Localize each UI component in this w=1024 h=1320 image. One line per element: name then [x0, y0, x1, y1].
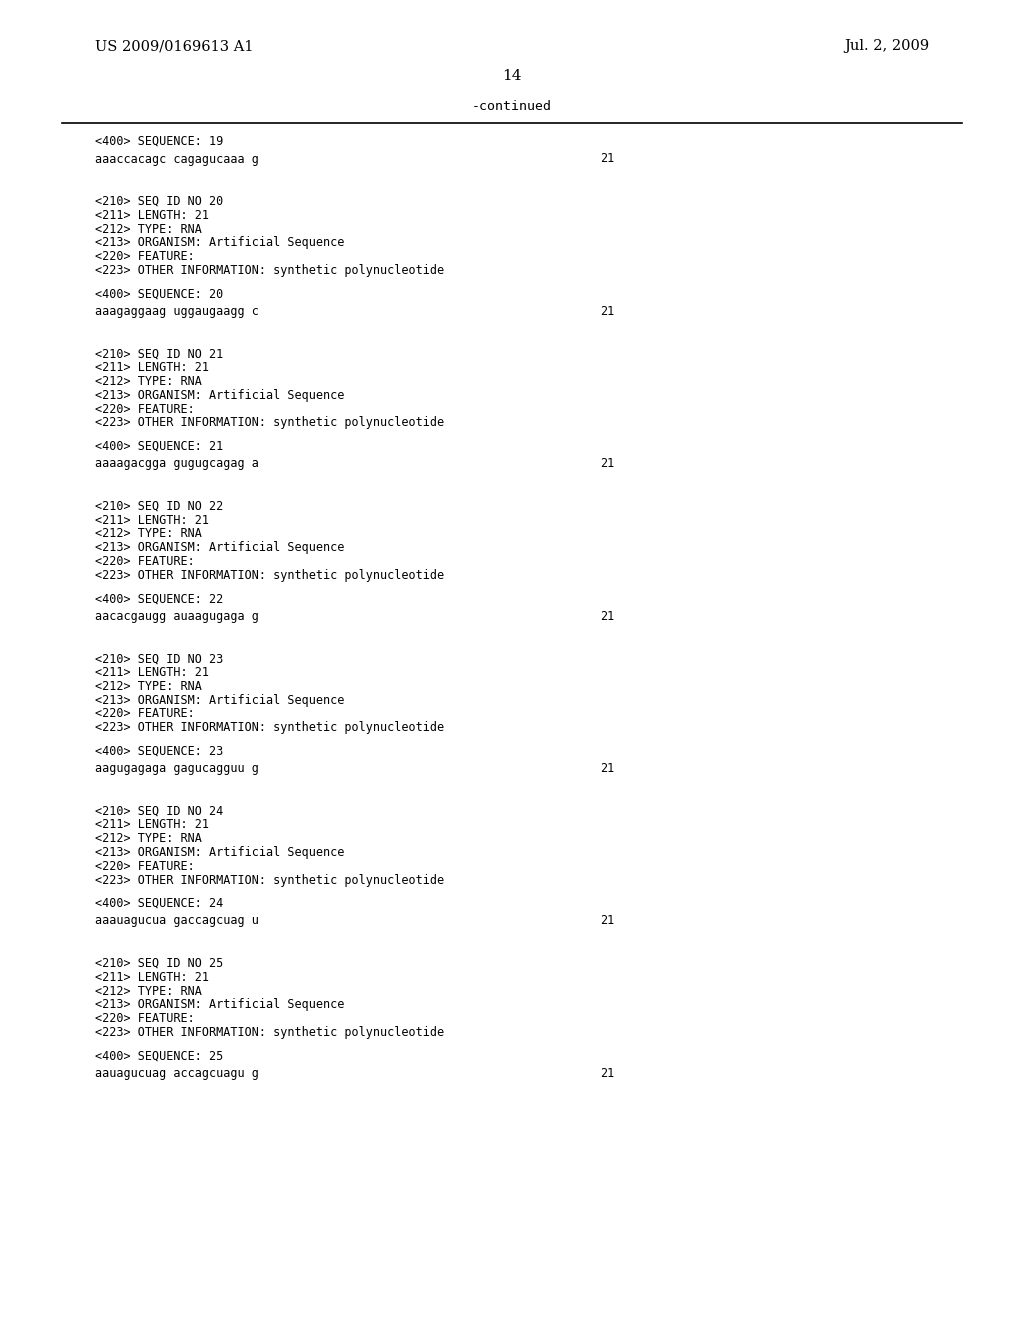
- Text: <223> OTHER INFORMATION: synthetic polynucleotide: <223> OTHER INFORMATION: synthetic polyn…: [95, 569, 444, 582]
- Text: aaauagucua gaccagcuag u: aaauagucua gaccagcuag u: [95, 915, 259, 928]
- Text: US 2009/0169613 A1: US 2009/0169613 A1: [95, 40, 254, 53]
- Text: <210> SEQ ID NO 23: <210> SEQ ID NO 23: [95, 652, 223, 665]
- Text: <220> FEATURE:: <220> FEATURE:: [95, 554, 195, 568]
- Text: <212> TYPE: RNA: <212> TYPE: RNA: [95, 375, 202, 388]
- Text: <223> OTHER INFORMATION: synthetic polynucleotide: <223> OTHER INFORMATION: synthetic polyn…: [95, 874, 444, 887]
- Text: <210> SEQ ID NO 24: <210> SEQ ID NO 24: [95, 805, 223, 817]
- Text: <213> ORGANISM: Artificial Sequence: <213> ORGANISM: Artificial Sequence: [95, 846, 344, 859]
- Text: <211> LENGTH: 21: <211> LENGTH: 21: [95, 970, 209, 983]
- Text: <400> SEQUENCE: 22: <400> SEQUENCE: 22: [95, 593, 223, 605]
- Text: <220> FEATURE:: <220> FEATURE:: [95, 708, 195, 721]
- Text: <400> SEQUENCE: 23: <400> SEQUENCE: 23: [95, 744, 223, 758]
- Text: <220> FEATURE:: <220> FEATURE:: [95, 403, 195, 416]
- Text: aagugagaga gagucagguu g: aagugagaga gagucagguu g: [95, 762, 259, 775]
- Text: <211> LENGTH: 21: <211> LENGTH: 21: [95, 513, 209, 527]
- Text: <213> ORGANISM: Artificial Sequence: <213> ORGANISM: Artificial Sequence: [95, 693, 344, 706]
- Text: 21: 21: [600, 915, 614, 928]
- Text: aaaagacgga gugugcagag a: aaaagacgga gugugcagag a: [95, 457, 259, 470]
- Text: <223> OTHER INFORMATION: synthetic polynucleotide: <223> OTHER INFORMATION: synthetic polyn…: [95, 416, 444, 429]
- Text: -continued: -continued: [472, 100, 552, 114]
- Text: <213> ORGANISM: Artificial Sequence: <213> ORGANISM: Artificial Sequence: [95, 236, 344, 249]
- Text: <213> ORGANISM: Artificial Sequence: <213> ORGANISM: Artificial Sequence: [95, 389, 344, 401]
- Text: <213> ORGANISM: Artificial Sequence: <213> ORGANISM: Artificial Sequence: [95, 998, 344, 1011]
- Text: <223> OTHER INFORMATION: synthetic polynucleotide: <223> OTHER INFORMATION: synthetic polyn…: [95, 721, 444, 734]
- Text: aaagaggaag uggaugaagg c: aaagaggaag uggaugaagg c: [95, 305, 259, 318]
- Text: aaaccacagc cagagucaaa g: aaaccacagc cagagucaaa g: [95, 153, 259, 165]
- Text: 21: 21: [600, 610, 614, 623]
- Text: <400> SEQUENCE: 21: <400> SEQUENCE: 21: [95, 440, 223, 453]
- Text: 21: 21: [600, 305, 614, 318]
- Text: <210> SEQ ID NO 25: <210> SEQ ID NO 25: [95, 957, 223, 970]
- Text: <400> SEQUENCE: 19: <400> SEQUENCE: 19: [95, 135, 223, 148]
- Text: <223> OTHER INFORMATION: synthetic polynucleotide: <223> OTHER INFORMATION: synthetic polyn…: [95, 1026, 444, 1039]
- Text: 21: 21: [600, 457, 614, 470]
- Text: <212> TYPE: RNA: <212> TYPE: RNA: [95, 528, 202, 540]
- Text: <211> LENGTH: 21: <211> LENGTH: 21: [95, 667, 209, 678]
- Text: <400> SEQUENCE: 25: <400> SEQUENCE: 25: [95, 1049, 223, 1063]
- Text: <211> LENGTH: 21: <211> LENGTH: 21: [95, 209, 209, 222]
- Text: <400> SEQUENCE: 20: <400> SEQUENCE: 20: [95, 288, 223, 301]
- Text: <220> FEATURE:: <220> FEATURE:: [95, 1012, 195, 1026]
- Text: Jul. 2, 2009: Jul. 2, 2009: [844, 40, 929, 53]
- Text: <210> SEQ ID NO 22: <210> SEQ ID NO 22: [95, 500, 223, 512]
- Text: 21: 21: [600, 153, 614, 165]
- Text: <212> TYPE: RNA: <212> TYPE: RNA: [95, 832, 202, 845]
- Text: 14: 14: [502, 69, 522, 83]
- Text: <213> ORGANISM: Artificial Sequence: <213> ORGANISM: Artificial Sequence: [95, 541, 344, 554]
- Text: <220> FEATURE:: <220> FEATURE:: [95, 859, 195, 873]
- Text: aacacgaugg auaagugaga g: aacacgaugg auaagugaga g: [95, 610, 259, 623]
- Text: <212> TYPE: RNA: <212> TYPE: RNA: [95, 223, 202, 235]
- Text: <210> SEQ ID NO 21: <210> SEQ ID NO 21: [95, 347, 223, 360]
- Text: <223> OTHER INFORMATION: synthetic polynucleotide: <223> OTHER INFORMATION: synthetic polyn…: [95, 264, 444, 277]
- Text: <211> LENGTH: 21: <211> LENGTH: 21: [95, 818, 209, 832]
- Text: 21: 21: [600, 1067, 614, 1080]
- Text: <212> TYPE: RNA: <212> TYPE: RNA: [95, 985, 202, 998]
- Text: <212> TYPE: RNA: <212> TYPE: RNA: [95, 680, 202, 693]
- Text: aauagucuag accagcuagu g: aauagucuag accagcuagu g: [95, 1067, 259, 1080]
- Text: <210> SEQ ID NO 20: <210> SEQ ID NO 20: [95, 195, 223, 209]
- Text: <400> SEQUENCE: 24: <400> SEQUENCE: 24: [95, 898, 223, 909]
- Text: <220> FEATURE:: <220> FEATURE:: [95, 251, 195, 263]
- Text: 21: 21: [600, 762, 614, 775]
- Text: <211> LENGTH: 21: <211> LENGTH: 21: [95, 362, 209, 374]
